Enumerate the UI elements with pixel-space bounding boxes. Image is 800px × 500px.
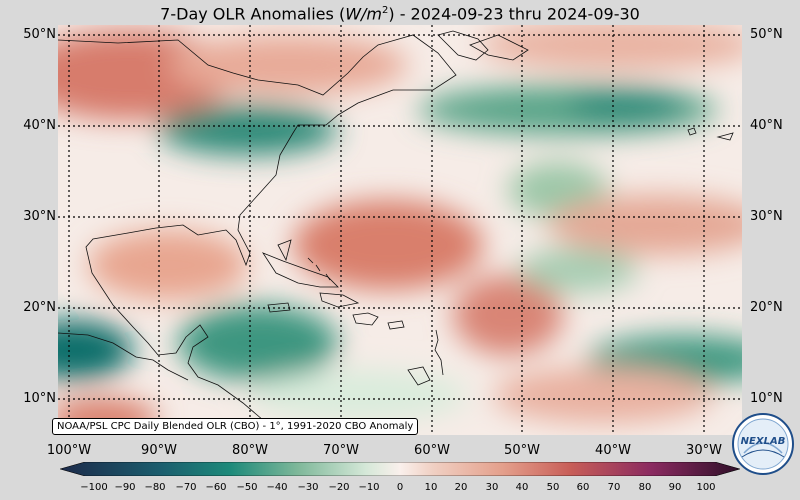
colorbar-tick: 0 <box>396 482 404 493</box>
logo-text: NEXLAB <box>741 436 786 447</box>
data-source-credit: NOAA/PSL CPC Daily Blended OLR (CBO) - 1… <box>52 418 419 435</box>
lat-label-left: 40°N <box>23 118 56 133</box>
lat-label-left: 30°N <box>23 209 56 224</box>
olr-anomaly-map <box>58 25 742 435</box>
lon-label: 80°W <box>232 443 268 458</box>
lat-label-right: 10°N <box>750 391 783 406</box>
lon-label: 30°W <box>686 443 722 458</box>
lat-label-right: 20°N <box>750 300 783 315</box>
colorbar-tick: −10 <box>358 482 380 493</box>
colorbar-tick: 40 <box>515 482 529 493</box>
nexlab-logo: NEXLAB <box>732 413 794 475</box>
colorbar-tick: 10 <box>424 482 438 493</box>
lon-label: 90°W <box>141 443 177 458</box>
lat-label-right: 50°N <box>750 27 783 42</box>
map-title: 7-Day OLR Anomalies (W/m2) - 2024-09-23 … <box>160 4 640 24</box>
lat-label-left: 50°N <box>23 27 56 42</box>
lon-label: 50°W <box>504 443 540 458</box>
lat-label-left: 10°N <box>23 391 56 406</box>
colorbar-tick: 80 <box>638 482 652 493</box>
colorbar-tick: 50 <box>546 482 560 493</box>
colorbar-tick: 60 <box>576 482 590 493</box>
colorbar-tick: 70 <box>607 482 621 493</box>
lon-label: 70°W <box>323 443 359 458</box>
colorbar <box>60 462 740 476</box>
colorbar-tick: −70 <box>175 482 197 493</box>
colorbar-tick: −50 <box>236 482 258 493</box>
anomaly-field <box>58 25 742 435</box>
islands <box>307 257 444 376</box>
colorbar-tick: −30 <box>297 482 319 493</box>
lon-label: 40°W <box>595 443 631 458</box>
lon-label: 100°W <box>46 443 92 458</box>
colorbar-tick: 20 <box>454 482 468 493</box>
colorbar-tick: −60 <box>205 482 227 493</box>
coastlines <box>58 30 734 421</box>
colorbar-tick: −40 <box>266 482 288 493</box>
colorbar-tick: −100 <box>80 482 108 493</box>
lon-label: 60°W <box>414 443 450 458</box>
colorbar-tick: 100 <box>696 482 716 493</box>
colorbar-tick: −80 <box>144 482 166 493</box>
lat-label-right: 30°N <box>750 209 783 224</box>
graticule <box>58 25 742 435</box>
colorbar-tick: 30 <box>485 482 499 493</box>
lat-label-left: 20°N <box>23 300 56 315</box>
lat-label-right: 40°N <box>750 118 783 133</box>
colorbar-tick: 90 <box>668 482 682 493</box>
colorbar-tick: −90 <box>114 482 136 493</box>
colorbar-tick: −20 <box>328 482 350 493</box>
